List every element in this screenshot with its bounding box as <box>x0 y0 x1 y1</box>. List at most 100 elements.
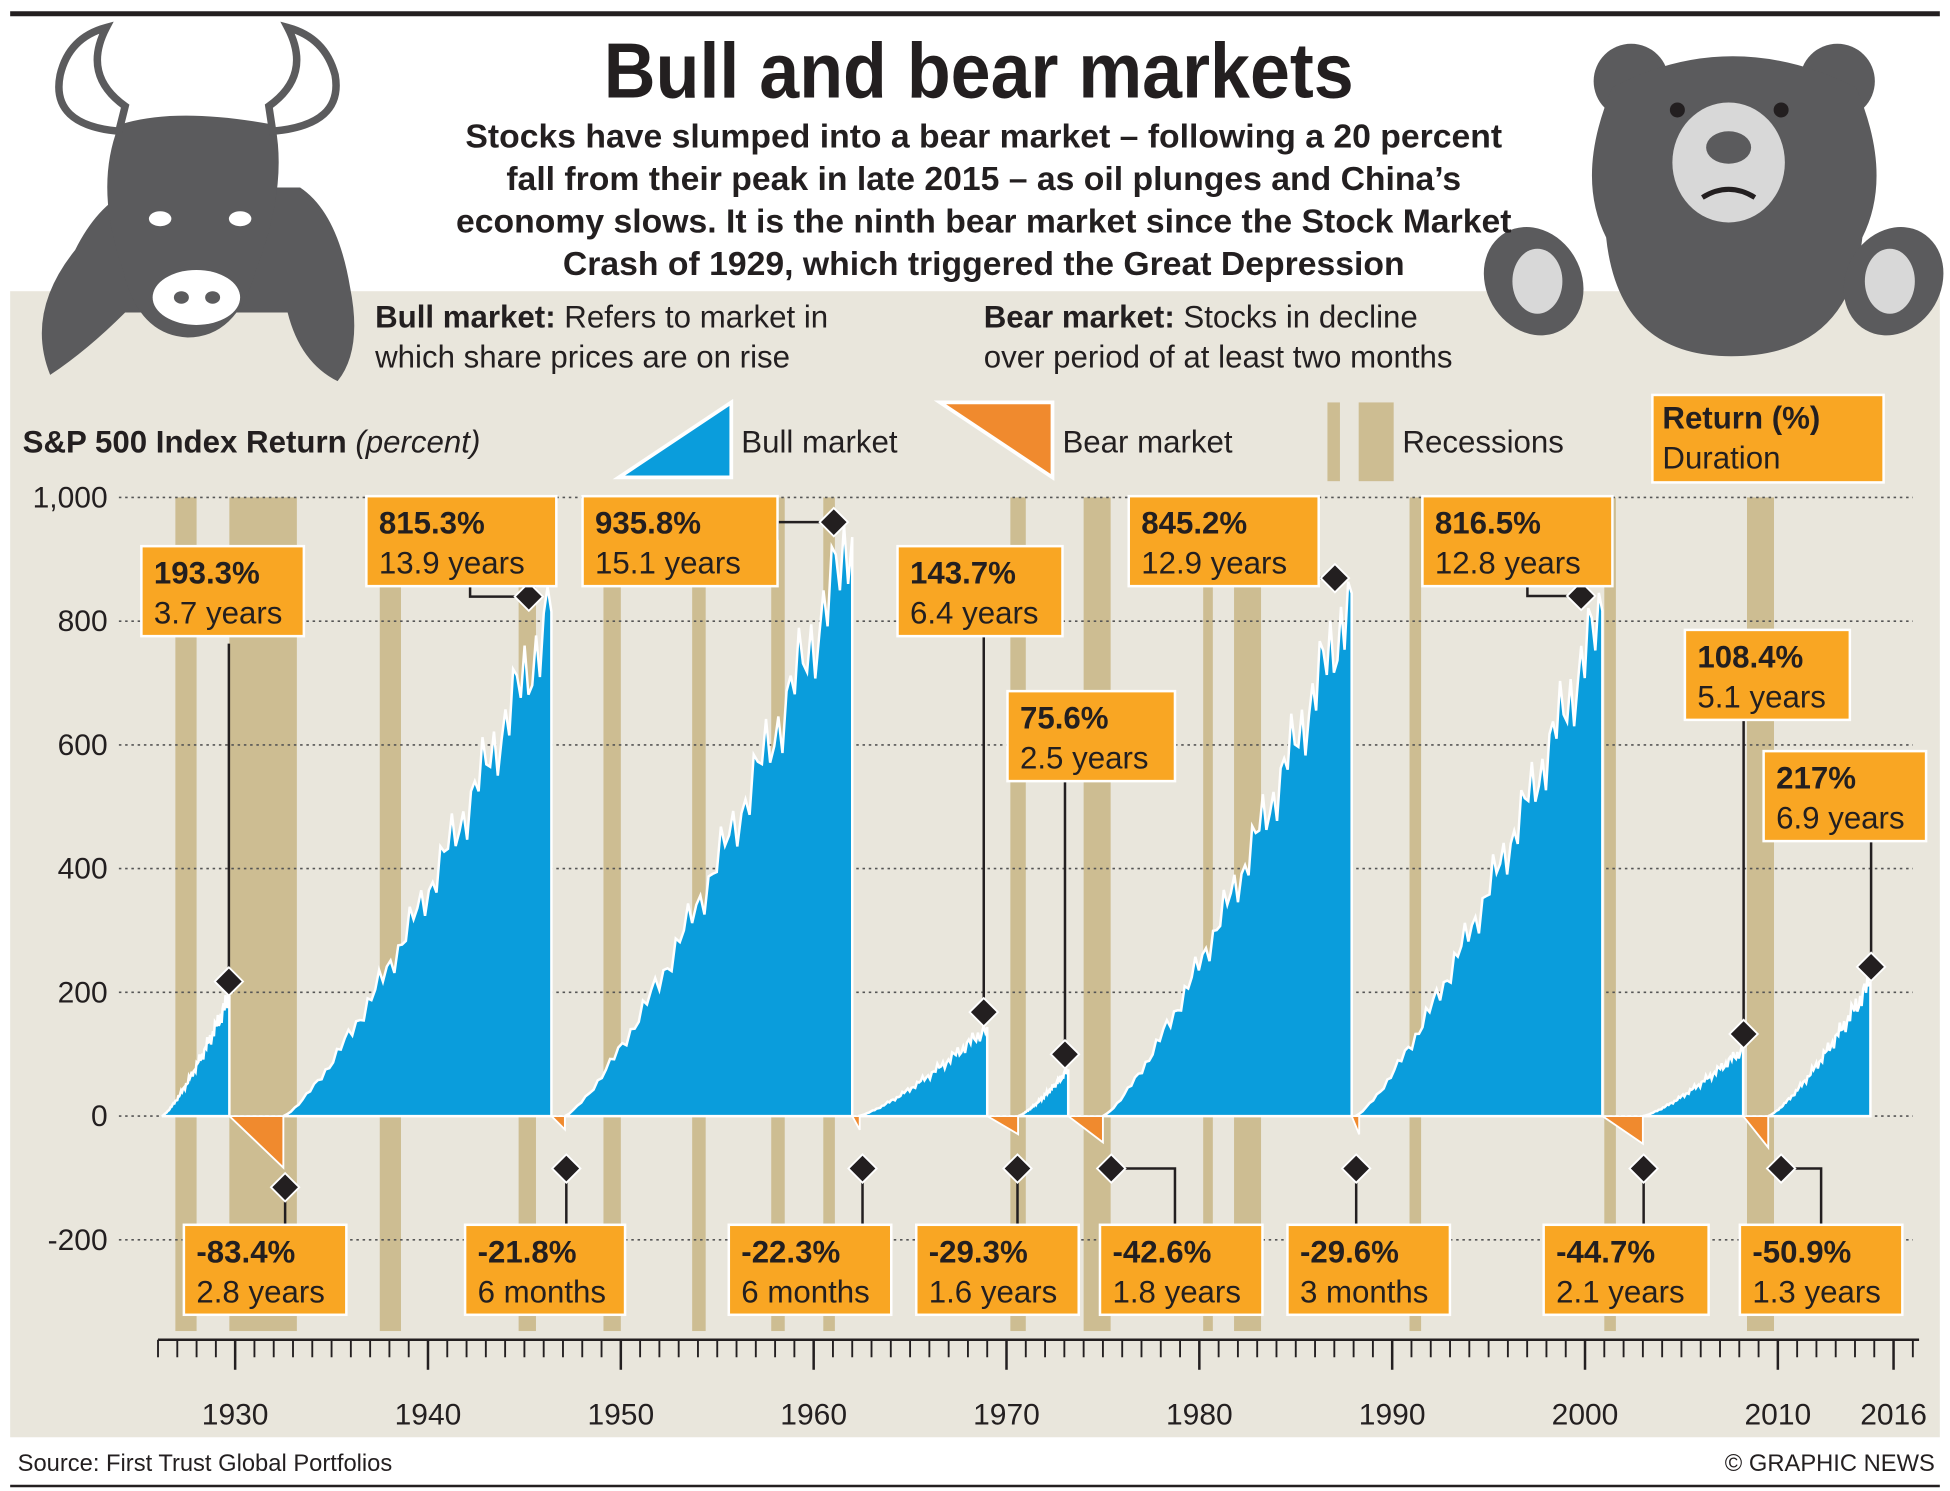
subtitle: Stocks have slumped into a bear market –… <box>456 117 1511 282</box>
x-tick-label: 1940 <box>395 1399 462 1432</box>
x-tick-label: 2010 <box>1744 1399 1811 1432</box>
bear-area <box>1599 1115 1644 1146</box>
duration-label: 2.1 years <box>1556 1274 1684 1309</box>
marker <box>1095 1153 1127 1185</box>
subtitle-line: fall from their peak in late 2015 – as o… <box>506 160 1461 198</box>
label-box <box>1762 749 1928 843</box>
legend-recession-icon <box>1327 402 1340 482</box>
definition-term: Bull market: <box>375 299 556 334</box>
label-box <box>140 544 306 638</box>
definition-text: which share prices are on rise <box>374 339 790 374</box>
marker <box>1765 1153 1797 1185</box>
label-box <box>1098 1223 1264 1317</box>
credit: © GRAPHIC NEWS <box>1725 1451 1935 1477</box>
duration-label: 12.9 years <box>1141 546 1287 581</box>
bull-area <box>282 586 553 1118</box>
x-tick-label: 2000 <box>1552 1399 1619 1432</box>
recession-band <box>603 497 621 1332</box>
bear-area <box>850 1115 861 1131</box>
duration-label: 13.9 years <box>379 546 525 581</box>
x-tick-label: 1960 <box>780 1399 847 1432</box>
duration-label: 6.4 years <box>910 596 1038 631</box>
recession-band <box>1083 497 1111 1332</box>
y-tick-label: 400 <box>58 853 108 886</box>
definition-text: over period of at least two months <box>984 339 1453 374</box>
bull-area <box>1098 581 1353 1118</box>
recession-band <box>1747 497 1774 1332</box>
label-box <box>581 494 779 588</box>
legend-bull-icon <box>612 398 734 480</box>
value-label: -83.4% <box>196 1234 295 1269</box>
x-tick-label: 1970 <box>973 1399 1040 1432</box>
duration-label: 1.3 years <box>1752 1274 1880 1309</box>
label-box <box>1421 494 1614 588</box>
label-box <box>365 494 558 588</box>
y-tick-label: 1,000 <box>33 481 108 514</box>
legend-label: Bear market <box>1062 424 1232 459</box>
subtitle-line: Stocks have slumped into a bear market –… <box>465 117 1502 155</box>
marker <box>269 1171 301 1203</box>
value-label: 75.6% <box>1020 701 1109 736</box>
bear-area <box>983 1115 1020 1136</box>
label-box <box>1006 689 1177 783</box>
recession-band <box>1409 497 1422 1332</box>
title: Bull and bear markets <box>604 28 1354 114</box>
label-box <box>1738 1223 1904 1317</box>
bull-area <box>564 524 854 1118</box>
marker <box>1002 1153 1033 1185</box>
y-tick-label: 200 <box>58 976 108 1009</box>
bear-area <box>227 1115 285 1170</box>
marker <box>513 581 545 613</box>
value-label: 108.4% <box>1697 639 1803 674</box>
value-label: 193.3% <box>154 556 260 591</box>
legend-bear-icon <box>933 400 1055 481</box>
duration-label: 6 months <box>478 1274 606 1309</box>
duration-label: 3.7 years <box>154 596 282 631</box>
bull-area <box>1767 975 1872 1118</box>
x-tick-label: 1980 <box>1166 1399 1233 1432</box>
y-axis-unit: (percent) <box>355 424 480 459</box>
leader-line <box>468 586 529 598</box>
x-tick-label: 1950 <box>587 1399 654 1432</box>
y-axis-title: S&P 500 Index Return <box>23 424 347 459</box>
leader-line <box>1526 586 1582 598</box>
marker <box>1628 1153 1660 1185</box>
source: Source: First Trust Global Portfolios <box>18 1451 393 1477</box>
label-box <box>182 1223 348 1317</box>
key-label: Duration <box>1662 441 1780 476</box>
bear-area <box>1065 1115 1104 1145</box>
y-tick-label: 0 <box>91 1100 108 1133</box>
duration-label: 12.8 years <box>1435 546 1581 581</box>
subtitle-line: Crash of 1929, which triggered the Great… <box>563 245 1405 283</box>
bear-area <box>1741 1115 1770 1151</box>
value-label: -29.6% <box>1300 1234 1399 1269</box>
recession-band <box>1604 497 1616 1332</box>
duration-label: 15.1 years <box>595 546 741 581</box>
label-box <box>1683 628 1852 722</box>
marker <box>213 966 245 997</box>
bear-illustration <box>1483 43 1944 357</box>
definition: Bull market: Refers to market in <box>375 299 828 334</box>
value-label: -29.3% <box>929 1234 1028 1269</box>
marker <box>818 506 850 538</box>
marker <box>1049 1038 1081 1070</box>
duration-label: 6 months <box>741 1274 869 1309</box>
value-label: -42.6% <box>1112 1234 1211 1269</box>
bull-area <box>1642 1043 1745 1118</box>
x-tick-label: 1930 <box>202 1399 269 1432</box>
marker <box>847 1153 878 1185</box>
y-tick-label: 800 <box>58 605 108 638</box>
x-tick-label: 1990 <box>1359 1399 1426 1432</box>
value-label: -22.3% <box>741 1234 840 1269</box>
value-label: 217% <box>1776 761 1856 796</box>
definition: Bear market: Stocks in decline <box>984 299 1418 334</box>
bear-area <box>1350 1115 1361 1135</box>
label-box <box>1286 1223 1452 1317</box>
marker <box>1565 580 1597 612</box>
value-label: 845.2% <box>1141 506 1247 541</box>
x-tick-label: 2016 <box>1860 1399 1927 1432</box>
y-tick-label: 600 <box>58 729 108 762</box>
value-label: 143.7% <box>910 556 1016 591</box>
